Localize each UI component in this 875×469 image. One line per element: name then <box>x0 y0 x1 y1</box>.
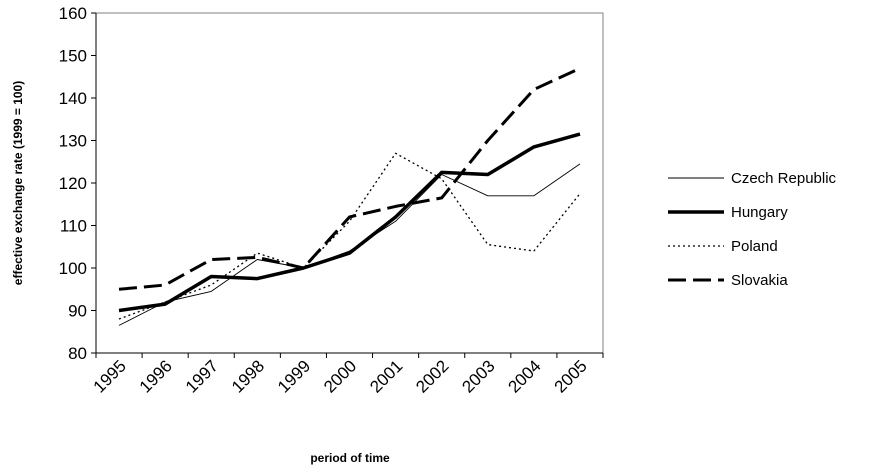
series-line-poland <box>118 152 581 320</box>
legend-label-poland: Poland <box>731 238 778 255</box>
x-tick-label: 2000 <box>320 356 360 396</box>
x-tick-label: 1995 <box>90 356 130 396</box>
legend-label-czech-republic: Czech Republic <box>731 170 837 187</box>
legend-label-slovakia: Slovakia <box>731 272 788 289</box>
plot-area <box>95 12 604 354</box>
x-axis-ticks: 1995 1996 1997 1998 1999 2000 2001 2002 2003 2004… <box>90 353 604 397</box>
x-axis-title: period of time <box>310 451 390 465</box>
x-tick-label: 1999 <box>274 356 314 396</box>
x-tick-label: 1996 <box>136 356 176 396</box>
x-tick-label: 2004 <box>505 356 545 396</box>
x-tick-label: 1998 <box>228 356 268 396</box>
y-tick-label: 90 <box>68 302 87 321</box>
series-line-hungary <box>118 132 581 313</box>
y-tick-label: 160 <box>59 4 87 23</box>
y-tick-label: 120 <box>59 174 87 193</box>
x-tick-label: 2001 <box>366 356 406 396</box>
y-axis-title: effective exchange rate (1999 = 100) <box>11 81 25 285</box>
y-tick-label: 130 <box>59 132 87 151</box>
x-tick-label: 2002 <box>412 356 452 396</box>
series-lines <box>118 66 581 326</box>
legend: Czech Republic Hungary Poland Slovakia <box>668 170 837 289</box>
y-tick-label: 150 <box>59 47 87 66</box>
y-tick-label: 140 <box>59 89 87 108</box>
y-tick-label: 110 <box>60 217 87 236</box>
x-tick-label: 2003 <box>458 356 498 396</box>
x-tick-label: 2005 <box>551 356 591 396</box>
y-tick-label: 100 <box>59 259 87 278</box>
series-line-slovakia <box>118 66 581 291</box>
legend-label-hungary: Hungary <box>731 204 788 221</box>
y-tick-label: 80 <box>68 344 87 363</box>
x-tick-label: 1997 <box>182 356 222 396</box>
y-axis-ticks: 80 90 100 110 120 130 140 150 160 <box>59 4 96 363</box>
